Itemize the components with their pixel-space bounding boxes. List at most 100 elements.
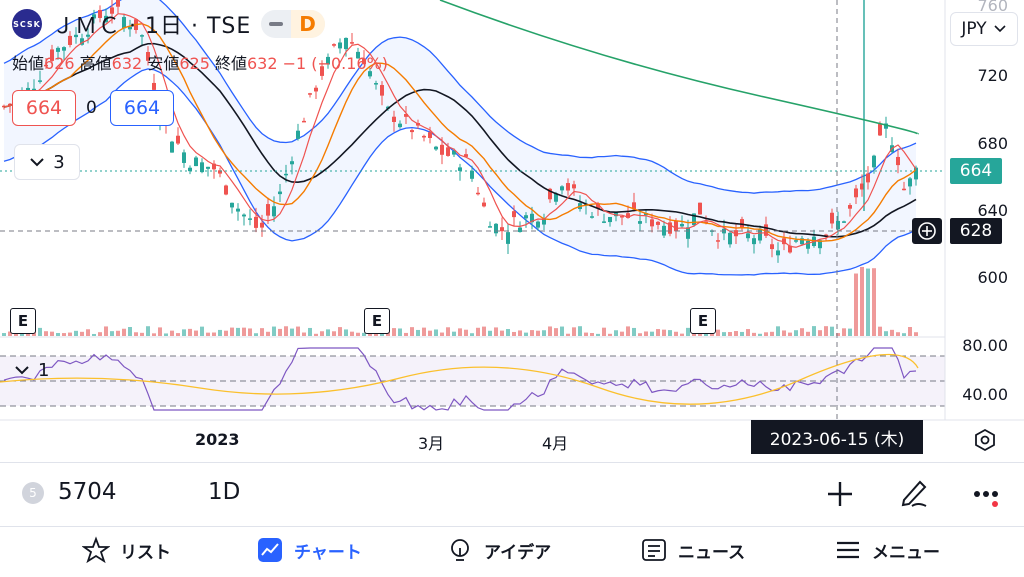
candle-body bbox=[8, 103, 12, 106]
volume-bar bbox=[572, 327, 576, 336]
volume-bar bbox=[818, 330, 822, 336]
candle-body bbox=[188, 167, 192, 172]
crosshair-price-label: 628 bbox=[950, 218, 1002, 244]
nav-item-list[interactable]: リスト bbox=[82, 536, 171, 564]
minus-icon[interactable] bbox=[261, 22, 291, 26]
nav-item-menu[interactable]: メニュー bbox=[834, 536, 940, 564]
candle-body bbox=[632, 202, 636, 210]
time-label: 2023 bbox=[195, 430, 240, 449]
volume-bar bbox=[104, 326, 108, 336]
high-label: 高値 bbox=[79, 54, 112, 73]
nav-item-chart[interactable]: チャート bbox=[256, 536, 362, 564]
candle-body bbox=[728, 232, 732, 245]
data-mode-pill[interactable]: D bbox=[261, 10, 325, 38]
volume-bar bbox=[638, 333, 642, 336]
volume-bar bbox=[62, 333, 66, 336]
volume-bar bbox=[626, 326, 630, 336]
volume-bar bbox=[470, 333, 474, 336]
volume-bar bbox=[116, 330, 120, 336]
candle-body bbox=[470, 170, 474, 179]
buy-button[interactable]: 664 bbox=[110, 90, 174, 126]
volume-bar bbox=[908, 327, 912, 336]
volume-bar bbox=[2, 333, 6, 336]
candle-body bbox=[884, 123, 888, 129]
symbol-button[interactable]: 5704 bbox=[58, 479, 117, 505]
volume-bar bbox=[884, 331, 888, 336]
volume-bar bbox=[152, 333, 156, 336]
current-price-label: 664 bbox=[950, 158, 1002, 184]
candle-body bbox=[362, 58, 366, 65]
volume-bar bbox=[620, 331, 624, 336]
candle-body bbox=[374, 83, 378, 85]
candle-body bbox=[116, 0, 120, 7]
nav-item-ideas[interactable]: アイデア bbox=[446, 536, 551, 564]
rsi-ma-line bbox=[0, 353, 919, 405]
candle-body bbox=[650, 219, 654, 227]
candle-body bbox=[530, 213, 534, 223]
indicators-toggle[interactable]: 3 bbox=[14, 144, 80, 180]
candle-body bbox=[482, 202, 486, 207]
close-label: 終値 bbox=[214, 54, 247, 73]
pen-icon[interactable] bbox=[898, 476, 930, 512]
volume-bar bbox=[698, 332, 702, 336]
more-icon[interactable] bbox=[972, 488, 1004, 516]
candle-body bbox=[638, 221, 642, 224]
volume-bar bbox=[854, 273, 858, 336]
candle-body bbox=[770, 244, 774, 250]
bulb-icon bbox=[451, 539, 469, 561]
sell-button[interactable]: 664 bbox=[12, 90, 76, 126]
candle-body bbox=[338, 42, 342, 49]
earnings-marker[interactable]: E bbox=[690, 308, 716, 334]
candle-body bbox=[446, 147, 450, 156]
price-chart[interactable] bbox=[0, 0, 1024, 462]
candle-body bbox=[854, 188, 858, 198]
earnings-marker[interactable]: E bbox=[364, 308, 390, 334]
volume-bar bbox=[740, 331, 744, 336]
volume-bar bbox=[464, 329, 468, 336]
candle-body bbox=[254, 216, 258, 228]
rsi-toggle[interactable]: 1 bbox=[14, 356, 68, 384]
volume-bar bbox=[482, 326, 486, 336]
nav-label: チャート bbox=[294, 542, 362, 563]
candle-body bbox=[332, 44, 336, 46]
candle-body bbox=[176, 135, 180, 144]
volume-bar bbox=[614, 330, 618, 336]
candle-body bbox=[518, 227, 522, 233]
earnings-marker[interactable]: E bbox=[10, 308, 36, 334]
plus-icon[interactable] bbox=[826, 480, 854, 512]
bottom-toolbar bbox=[0, 462, 1024, 525]
interval-button[interactable]: 1D bbox=[208, 479, 241, 505]
volume-bar bbox=[830, 326, 834, 336]
currency-selector[interactable]: JPY bbox=[950, 12, 1018, 46]
volume-bar bbox=[50, 331, 54, 336]
bottom-nav bbox=[0, 526, 1024, 577]
plus-circle-icon[interactable] bbox=[912, 218, 942, 244]
candle-body bbox=[848, 205, 852, 209]
volume-bar bbox=[764, 332, 768, 336]
volume-bar bbox=[896, 332, 900, 336]
price-tick: 680 bbox=[977, 134, 1008, 153]
candle-body bbox=[410, 130, 414, 133]
candle-body bbox=[236, 208, 240, 212]
currency-label: JPY bbox=[961, 19, 987, 39]
symbol-title: ＪＭＣ · 1日 · TSE bbox=[52, 14, 252, 39]
menu-icon bbox=[837, 541, 859, 559]
candle-body bbox=[458, 167, 462, 171]
candle-body bbox=[80, 38, 84, 45]
candle-body bbox=[368, 71, 372, 77]
candle-body bbox=[68, 35, 72, 45]
symbol-legend[interactable]: SCSK ＪＭＣ · 1日 · TSE D bbox=[12, 8, 325, 40]
volume-bar bbox=[392, 328, 396, 336]
price-tick: 600 bbox=[977, 268, 1008, 287]
candle-body bbox=[380, 85, 384, 96]
candle-body bbox=[536, 221, 540, 228]
volume-bar bbox=[782, 330, 786, 336]
candle-body bbox=[140, 35, 144, 37]
volume-bar bbox=[488, 330, 492, 336]
chart-icon bbox=[258, 538, 282, 562]
chart-settings-icon[interactable] bbox=[970, 426, 1000, 454]
nav-item-news[interactable]: ニュース bbox=[640, 536, 745, 564]
volume-bar bbox=[824, 326, 828, 336]
candle-body bbox=[836, 220, 840, 230]
candle-body bbox=[566, 183, 570, 191]
